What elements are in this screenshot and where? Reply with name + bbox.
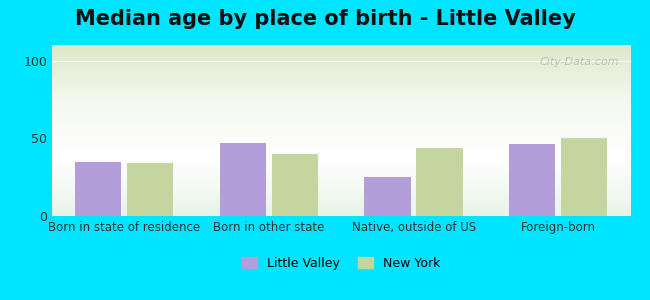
Legend: Little Valley, New York: Little Valley, New York bbox=[237, 252, 446, 275]
Text: Median age by place of birth - Little Valley: Median age by place of birth - Little Va… bbox=[75, 9, 575, 29]
Bar bbox=[127, 163, 174, 216]
Bar bbox=[220, 143, 266, 216]
Bar bbox=[75, 162, 122, 216]
Bar bbox=[561, 138, 607, 216]
Bar bbox=[365, 177, 411, 216]
Bar bbox=[417, 148, 463, 216]
Bar bbox=[272, 154, 318, 216]
Bar bbox=[509, 145, 555, 216]
Text: City-Data.com: City-Data.com bbox=[540, 57, 619, 67]
